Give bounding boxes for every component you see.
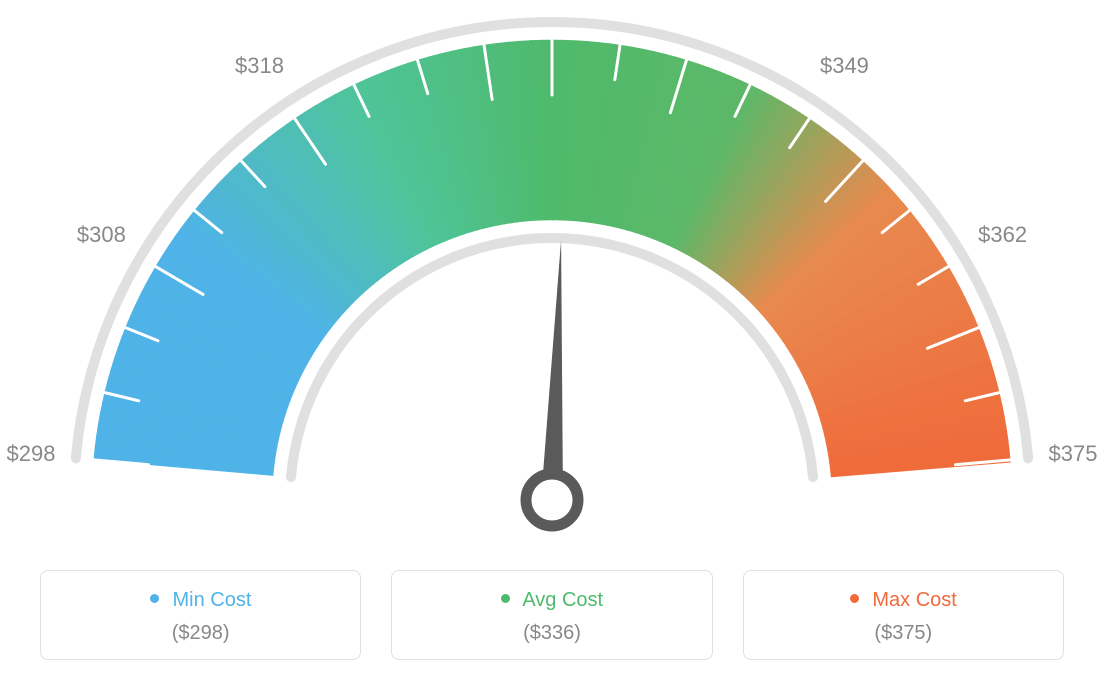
legend-label-min: Min Cost: [172, 589, 251, 611]
gauge-needle: [541, 240, 563, 500]
legend-dot-max: [850, 594, 859, 603]
cost-gauge-chart: $298$308$318$336$349$362$375 Min Cost ($…: [0, 0, 1104, 690]
legend-card-max: Max Cost ($375): [743, 570, 1064, 660]
legend-title-min: Min Cost: [51, 589, 350, 612]
gauge-tick-label: $375: [1049, 441, 1098, 467]
gauge-tick-label: $298: [7, 441, 56, 467]
gauge-tick-label: $349: [820, 53, 869, 79]
gauge-svg: [0, 0, 1104, 560]
gauge-needle-hub: [526, 474, 578, 526]
legend-title-max: Max Cost: [754, 589, 1053, 612]
legend-label-avg: Avg Cost: [522, 589, 603, 611]
legend-value-avg: ($336): [402, 622, 701, 645]
legend-dot-avg: [501, 594, 510, 603]
gauge-tick-label: $318: [235, 53, 284, 79]
legend-card-min: Min Cost ($298): [40, 570, 361, 660]
legend-value-max: ($375): [754, 622, 1053, 645]
legend-row: Min Cost ($298) Avg Cost ($336) Max Cost…: [40, 570, 1064, 660]
gauge-tick-label: $308: [77, 222, 126, 248]
legend-dot-min: [150, 594, 159, 603]
gauge-tick-label: $362: [978, 222, 1027, 248]
legend-label-max: Max Cost: [872, 589, 956, 611]
legend-card-avg: Avg Cost ($336): [391, 570, 712, 660]
legend-value-min: ($298): [51, 622, 350, 645]
legend-title-avg: Avg Cost: [402, 589, 701, 612]
